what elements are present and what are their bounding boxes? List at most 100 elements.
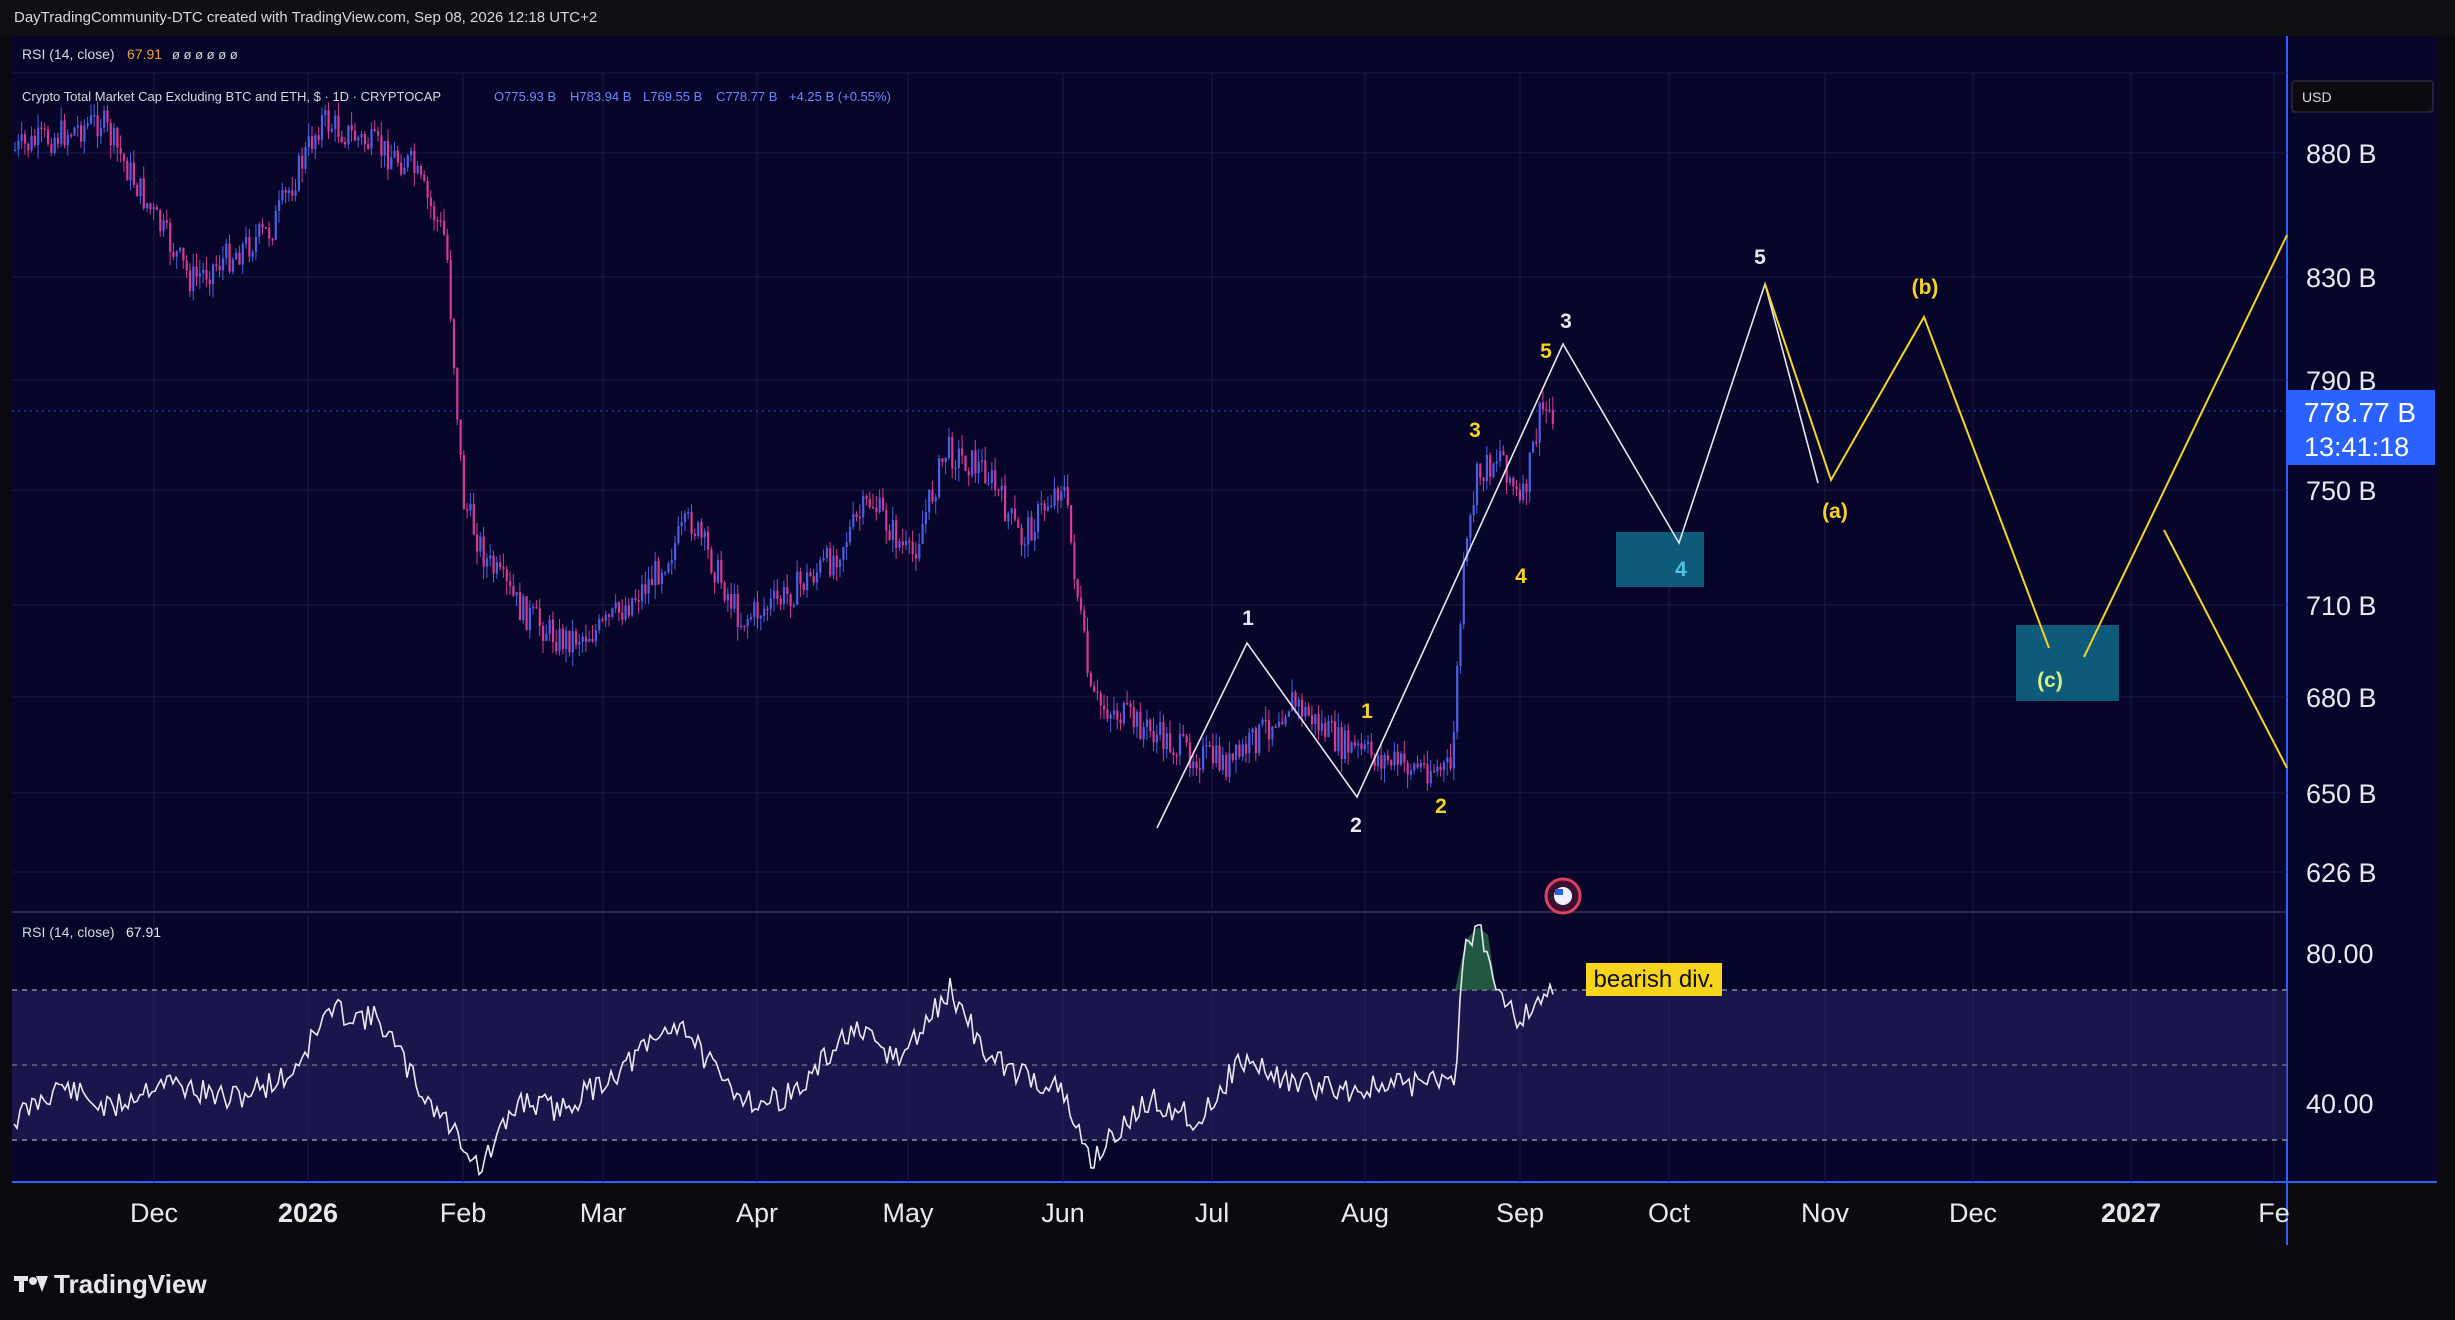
candle-body — [647, 579, 650, 594]
bearish-div-label-bg — [1586, 963, 1722, 996]
time-tick-label: Mar — [580, 1198, 627, 1228]
candle-body — [815, 572, 819, 583]
candle-body — [1281, 721, 1284, 725]
last-price-tag[interactable]: 778.77 B 13:41:18 — [2287, 390, 2435, 465]
currency-button[interactable]: USD — [2291, 80, 2434, 113]
price-tick-label: 680 B — [2306, 683, 2377, 713]
candle-body — [188, 270, 192, 292]
price-axis-panel[interactable] — [2287, 36, 2437, 1182]
candle-body — [1347, 730, 1350, 753]
candle-body — [558, 628, 561, 652]
candle-body — [575, 631, 578, 645]
candle-body — [1400, 753, 1403, 765]
candle-body — [106, 110, 109, 123]
candle-body — [53, 137, 56, 153]
candle-body — [839, 559, 842, 568]
candle-body — [433, 206, 436, 221]
candle-body — [1185, 735, 1188, 743]
candle-body — [1284, 716, 1287, 725]
candle-body — [1155, 734, 1158, 743]
wave-label: 3 — [1469, 419, 1481, 442]
candle-body — [885, 510, 888, 531]
candle-body — [1103, 705, 1106, 710]
candle-body — [1027, 517, 1030, 545]
candle-body — [80, 125, 83, 142]
candle-body — [1545, 409, 1548, 411]
candle-body — [1413, 763, 1416, 771]
candle-body — [37, 127, 40, 146]
candle-body — [690, 512, 693, 534]
ohlc-open: O775.93 B — [494, 89, 556, 104]
candle-body — [30, 135, 33, 151]
candle-body — [707, 531, 710, 550]
tradingview-logo-icon — [14, 1273, 48, 1295]
candle-body — [621, 612, 624, 620]
candle-body — [789, 594, 792, 607]
candle-body — [1254, 728, 1257, 754]
candle-body — [192, 266, 195, 292]
candle-body — [977, 461, 980, 474]
candle-body — [380, 135, 383, 156]
candle-body — [792, 604, 795, 607]
tradingview-logo[interactable]: TradingView — [14, 1266, 207, 1302]
candle-body — [733, 593, 736, 609]
candle-body — [1419, 763, 1422, 768]
candle-body — [347, 125, 350, 145]
candle-body — [1466, 538, 1469, 562]
candle-body — [169, 222, 172, 252]
currency-button-label[interactable]: USD — [2302, 89, 2332, 105]
candle-body — [165, 220, 168, 223]
candle-body — [624, 605, 627, 620]
candle-body — [1225, 754, 1228, 777]
candle-body — [1327, 721, 1330, 737]
candle-body — [627, 605, 630, 616]
candle-body — [901, 541, 904, 546]
candle-body — [1330, 721, 1333, 723]
ohlc-high: H783.94 B — [570, 89, 631, 104]
candle-body — [1083, 610, 1086, 632]
candle-body — [990, 470, 993, 483]
candle-body — [1149, 719, 1152, 732]
candle-body — [845, 542, 848, 548]
candle-body — [568, 630, 571, 653]
candle-body — [495, 562, 498, 574]
candle-body — [287, 190, 291, 193]
candle-body — [452, 319, 456, 369]
candle-body — [33, 135, 36, 146]
candle-body — [730, 593, 733, 609]
projection-up-line — [2083, 234, 2288, 658]
time-tick-label: Oct — [1648, 1198, 1691, 1228]
candle-body — [1096, 691, 1099, 694]
candle-body — [1169, 733, 1172, 753]
candle-body — [456, 368, 459, 420]
candle-body — [360, 134, 363, 138]
last-price-value: 778.77 B — [2304, 397, 2416, 428]
candle-body — [1172, 752, 1175, 756]
candle-body — [254, 236, 258, 253]
candle-body — [641, 584, 644, 602]
candle-body — [1390, 760, 1393, 766]
candle-body — [756, 601, 759, 619]
candle-body — [1287, 711, 1290, 717]
candle-body — [1376, 755, 1380, 766]
candle-body — [1188, 742, 1191, 769]
ohlc-legend[interactable]: Crypto Total Market Cap Excluding BTC an… — [22, 89, 891, 104]
candle-body — [297, 155, 300, 191]
candle-body — [492, 555, 495, 574]
candle-body — [218, 265, 221, 271]
candle-body — [1241, 744, 1244, 757]
candle-body — [858, 516, 861, 519]
candle-body — [1076, 579, 1079, 598]
ohlc-change: +4.25 B (+0.55%) — [789, 89, 891, 104]
candle-body — [799, 571, 802, 584]
candle-body — [542, 626, 545, 641]
candle-body — [439, 220, 442, 222]
candle-body — [806, 572, 809, 591]
candle-body — [1228, 753, 1231, 777]
candle-body — [1145, 719, 1149, 727]
candle-body — [1393, 751, 1396, 766]
symbol-title[interactable]: Crypto Total Market Cap Excluding BTC an… — [22, 89, 441, 104]
candle-body — [1357, 743, 1360, 746]
us-flag-icon[interactable] — [1544, 877, 1582, 915]
